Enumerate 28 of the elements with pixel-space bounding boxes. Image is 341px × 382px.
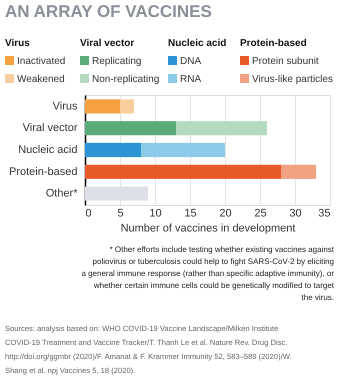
x-tick-label: 35	[318, 208, 330, 220]
category-label: Protein-based	[240, 38, 307, 49]
category-label: Nucleic acid	[168, 38, 226, 49]
x-tick-label: 25	[254, 208, 267, 220]
legend-label: Protein subunit	[252, 56, 319, 67]
y-tick-label: Other*	[46, 188, 78, 200]
y-tick-label: Protein-based	[9, 166, 78, 178]
category-label: Virus	[5, 38, 30, 49]
y-tick-label: Nucleic acid	[18, 144, 78, 156]
legend-label: Inactivated	[17, 56, 66, 67]
category-label: Viral vector	[80, 38, 134, 49]
x-tick-label: 30	[289, 208, 302, 220]
legend-label: DNA	[180, 56, 202, 67]
x-tick-label: 0	[86, 208, 92, 220]
legend-label: RNA	[180, 74, 202, 85]
y-tick-label: Virus	[52, 100, 78, 112]
legend-label: Non-replicating	[92, 74, 160, 85]
text: * Other efforts include testing whether existing vaccines against poliovirus or tuberculosis could help to fight SARS-CoV-2 by eliciting a general immune response (rather than specific adaptive immunity), or whether certain immune cells could be genetically modified to target the virus.	[81, 245, 335, 302]
x-tick-label: 15	[184, 208, 197, 220]
x-tick-label: 5	[117, 208, 124, 220]
legend-label: Replicating	[92, 56, 142, 67]
x-axis-title: Number of vaccines in development	[120, 222, 296, 234]
x-tick-label: 20	[219, 208, 232, 220]
x-tick-label: 10	[149, 208, 162, 220]
chart-title: AN ARRAY OF VACCINES	[5, 2, 212, 21]
legend-label: Weakened	[17, 74, 65, 85]
y-tick-label: Viral vector	[22, 122, 78, 134]
legend-label: Virus-like particles	[252, 74, 333, 85]
